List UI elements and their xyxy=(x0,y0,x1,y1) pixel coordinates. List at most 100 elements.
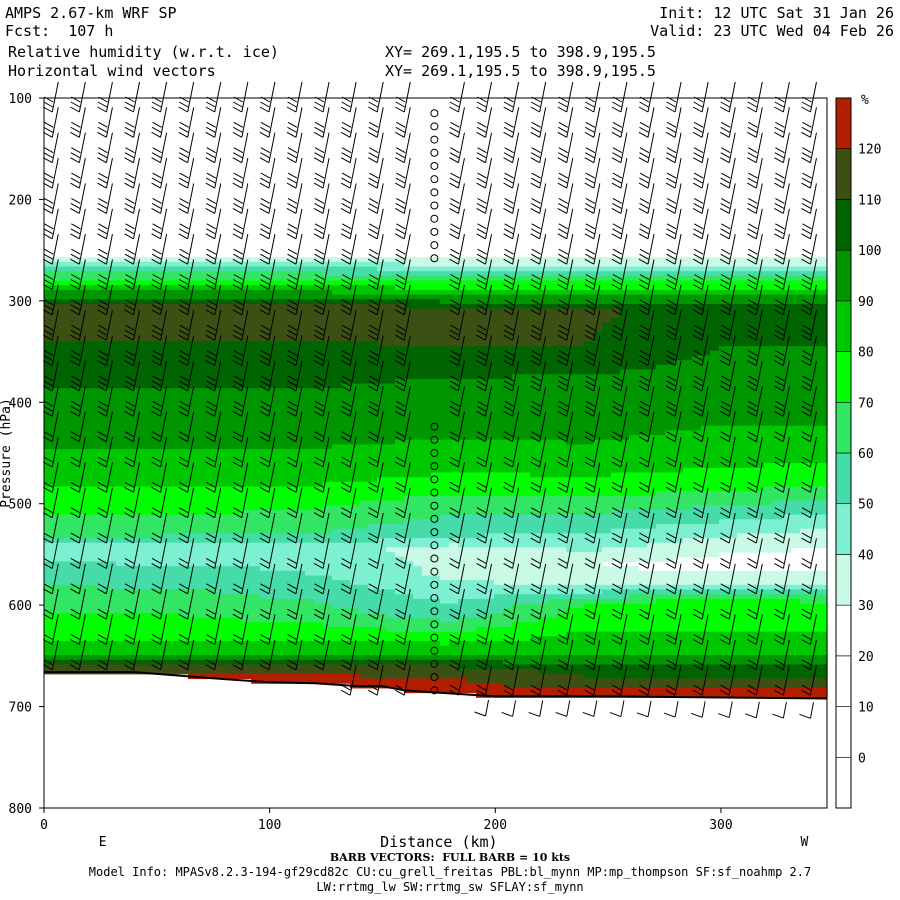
rh-cell xyxy=(485,575,495,581)
rh-cell xyxy=(413,683,423,689)
rh-cell xyxy=(143,538,153,544)
rh-cell xyxy=(395,575,405,581)
rh-cell xyxy=(323,392,333,399)
rh-cell xyxy=(422,678,432,684)
rh-cell xyxy=(125,435,135,441)
rh-cell xyxy=(188,275,198,282)
rh-cell xyxy=(89,481,99,488)
rh-cell xyxy=(143,519,153,525)
rh-cell xyxy=(296,612,306,619)
rh-cell xyxy=(521,687,531,694)
rh-cell xyxy=(449,509,459,516)
rh-cell xyxy=(332,271,342,277)
rh-cell xyxy=(152,528,162,534)
rh-cell xyxy=(305,322,315,328)
rh-cell xyxy=(305,645,315,651)
rh-cell xyxy=(80,430,90,436)
rh-cell xyxy=(377,360,387,366)
rh-cell xyxy=(251,271,261,277)
rh-cell xyxy=(287,289,297,296)
rh-cell xyxy=(485,673,495,680)
rh-cell xyxy=(494,449,504,455)
rh-cell xyxy=(359,275,369,282)
rh-cell xyxy=(107,364,117,371)
rh-cell xyxy=(449,308,459,314)
rh-cell xyxy=(80,383,90,389)
rh-cell xyxy=(152,594,162,600)
rh-cell xyxy=(413,416,423,422)
rh-cell xyxy=(296,584,306,591)
rh-cell xyxy=(422,533,432,539)
rh-cell xyxy=(512,655,522,661)
rh-cell xyxy=(116,655,126,661)
rh-cell xyxy=(413,388,423,394)
rh-cell xyxy=(251,453,261,460)
rh-cell xyxy=(332,594,342,600)
rh-cell xyxy=(251,500,261,506)
rh-cell xyxy=(206,524,216,530)
rh-cell xyxy=(107,416,117,422)
rh-cell xyxy=(278,416,288,422)
rh-cell xyxy=(440,369,450,375)
rh-cell xyxy=(485,271,495,277)
rh-cell xyxy=(152,322,162,328)
rh-cell xyxy=(413,360,423,366)
rh-cell xyxy=(278,491,288,497)
rh-cell xyxy=(521,411,531,417)
rh-cell xyxy=(458,332,468,338)
rh-cell xyxy=(494,528,504,534)
rh-cell xyxy=(161,626,171,633)
rh-cell xyxy=(530,332,540,338)
rh-cell xyxy=(179,645,189,651)
rh-cell xyxy=(512,261,522,268)
rh-cell xyxy=(188,659,198,666)
rh-cell xyxy=(395,566,405,572)
rh-cell xyxy=(323,584,333,591)
rh-cell xyxy=(71,453,81,460)
rh-cell xyxy=(332,364,342,371)
rh-cell xyxy=(386,669,396,675)
rh-cell xyxy=(53,280,63,286)
rh-cell xyxy=(89,659,99,666)
rh-cell xyxy=(98,509,108,516)
rh-cell xyxy=(215,524,225,530)
rh-cell xyxy=(314,364,324,371)
rh-cell xyxy=(152,636,162,642)
rh-cell xyxy=(269,636,279,642)
rh-cell xyxy=(89,519,99,525)
rh-cell xyxy=(503,271,513,277)
rh-cell xyxy=(134,425,144,431)
rh-cell xyxy=(116,280,126,286)
rh-cell xyxy=(377,673,387,680)
rh-cell xyxy=(197,327,207,333)
rh-cell xyxy=(260,271,270,277)
rh-cell xyxy=(332,519,342,525)
rh-cell xyxy=(305,271,315,277)
rh-cell xyxy=(350,561,360,567)
rh-cell xyxy=(449,514,459,520)
rh-cell xyxy=(251,612,261,619)
rh-cell xyxy=(332,430,342,436)
rh-cell xyxy=(413,655,423,661)
rh-cell xyxy=(350,332,360,338)
rh-cell xyxy=(458,327,468,333)
rh-cell xyxy=(107,505,117,511)
rh-cell xyxy=(458,608,468,614)
rh-cell xyxy=(296,378,306,385)
rh-cell xyxy=(377,299,387,305)
rh-cell xyxy=(521,257,531,263)
rh-cell xyxy=(503,421,513,427)
rh-cell xyxy=(386,327,396,333)
rh-cell xyxy=(206,631,216,637)
rh-cell xyxy=(116,383,126,389)
rh-cell xyxy=(386,388,396,394)
rh-cell xyxy=(53,346,63,352)
rh-cell xyxy=(152,641,162,647)
rh-cell xyxy=(521,425,531,431)
rh-cell xyxy=(386,673,396,680)
rh-cell xyxy=(305,678,315,684)
rh-cell xyxy=(188,556,198,563)
rh-cell xyxy=(458,650,468,656)
rh-cell xyxy=(161,435,171,441)
rh-cell xyxy=(530,439,540,446)
